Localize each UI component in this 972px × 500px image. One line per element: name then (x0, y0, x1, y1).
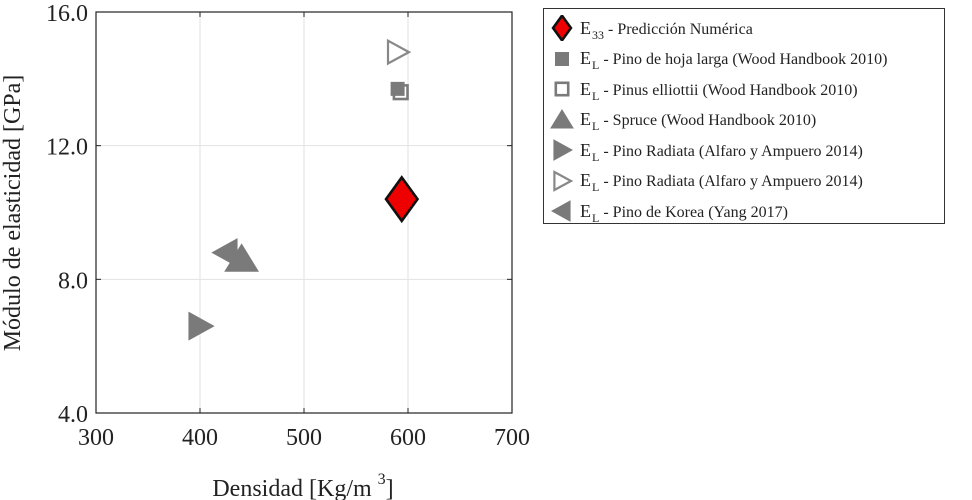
legend-symbol: E (580, 139, 591, 160)
legend-label: EL - Pino Radiata (Alfaro y Ampuero 2014) (580, 170, 863, 193)
legend-marker-icon (550, 200, 571, 223)
x-axis-label-end: ] (386, 476, 394, 500)
data-point (392, 84, 409, 101)
legend-item: EL - Pino Radiata (Alfaro y Ampuero 2014) (544, 135, 944, 166)
data-point (386, 38, 412, 66)
legend-label: EL - Pino Radiata (Alfaro y Ampuero 2014) (580, 139, 863, 163)
y-tick-label: 8.0 (58, 268, 88, 294)
legend-subscript: L (592, 88, 600, 103)
x-tick-label: 600 (390, 425, 426, 451)
legend-marker-icon (553, 169, 574, 192)
legend-label: EL - Pino de hoja larga (Wood Handbook 20… (580, 48, 888, 71)
legend: E33- Predicción Numérica EL - Pino de hoja… (543, 8, 945, 224)
legend-marker-shape (550, 200, 571, 223)
x-axis-label-superscript: 3 (378, 471, 386, 488)
legend-marker (544, 46, 580, 72)
axis-ticks: 300 400 500 600 700 4.0 8.0 12.0 16.0 (46, 1, 530, 451)
legend-symbol: E (580, 170, 591, 191)
legend-name: - Pino de hoja larga (Wood Handbook 2010… (603, 51, 888, 69)
legend-marker-shape (555, 51, 569, 66)
legend-symbol: E (580, 78, 591, 99)
legend-marker-shape (550, 108, 574, 129)
x-axis-label-main: Densidad [Kg/m (212, 476, 372, 500)
legend-marker (544, 107, 580, 133)
legend-marker (544, 137, 580, 163)
legend-subscript: L (592, 58, 600, 73)
legend-subscript: L (592, 119, 600, 134)
x-tick-label: 700 (494, 425, 530, 451)
legend-label: EL - Spruce (Wood Handbook 2010) (580, 109, 817, 132)
data-point (211, 238, 238, 268)
legend-name: - Spruce (Wood Handbook 2010) (603, 112, 817, 130)
legend-symbol: E (580, 48, 591, 69)
x-axis-label: Densidad [Kg/m 3] (212, 471, 393, 500)
legend-marker (544, 15, 580, 42)
legend-item: EL - Pinus elliottii (Wood Handbook 2010) (544, 74, 944, 105)
legend-subscript: L (592, 210, 600, 225)
legend-label: EL - Pinus elliottii (Wood Handbook 2010) (580, 78, 858, 102)
legend-item: EL - Pino Radiata (Alfaro y Ampuero 2014) (544, 166, 944, 197)
legend-name: - Predicción Numérica (608, 20, 753, 38)
legend-subscript: L (592, 149, 600, 164)
legend-marker-shape (554, 81, 570, 97)
legend-marker (544, 76, 580, 102)
legend-marker-icon (554, 81, 570, 97)
legend-label: E33 - Predicción Numérica (580, 17, 753, 41)
scatter-chart: 300 400 500 600 700 4.0 8.0 12.0 16.0 Densidad [… (0, 1, 530, 500)
legend-item: EL - Pino de Korea (Yang 2017) (544, 196, 944, 227)
x-tick-label: 400 (182, 425, 218, 451)
legend-item: E33 - Predicción Numérica (544, 13, 944, 44)
x-tick-label: 300 (78, 425, 114, 451)
legend-subscript: 33 (592, 27, 604, 42)
legend-item: EL - Pino de hoja larga (Wood Handbook 20… (544, 44, 944, 75)
legend-marker-icon (553, 139, 574, 162)
legend-item: EL - Spruce (Wood Handbook 2010) (544, 105, 944, 136)
legend-name: - Pino de Korea (Yang 2017) (603, 203, 788, 221)
legend-marker-shape (551, 15, 573, 42)
legend-marker-icon (555, 51, 569, 66)
data-point (384, 175, 420, 224)
legend-marker (544, 168, 580, 194)
data-point (188, 311, 215, 341)
legend-marker-icon (550, 108, 574, 129)
y-tick-label: 16.0 (46, 1, 88, 27)
legend-symbol: E (580, 200, 591, 221)
legend-label: EL - Pino de Korea (Yang 2017) (580, 200, 788, 224)
legend-symbol: E (580, 109, 591, 130)
legend-symbol: E (580, 17, 591, 38)
y-tick-label: 12.0 (46, 135, 88, 161)
legend-name: - Pino Radiata (Alfaro y Ampuero 2014) (603, 142, 863, 160)
legend-marker-shape (553, 139, 574, 162)
data-points (188, 38, 420, 341)
legend-marker-shape (553, 169, 574, 192)
y-axis-label: Módulo de elasticidad [GPa] (0, 75, 26, 352)
x-tick-label: 500 (286, 425, 322, 451)
legend-subscript: L (592, 180, 600, 195)
legend-name: - Pinus elliottii (Wood Handbook 2010) (603, 81, 858, 99)
y-tick-label: 4.0 (58, 402, 88, 428)
legend-marker (544, 198, 580, 224)
legend-name: - Pino Radiata (Alfaro y Ampuero 2014) (603, 173, 863, 191)
legend-marker-icon (551, 15, 573, 42)
